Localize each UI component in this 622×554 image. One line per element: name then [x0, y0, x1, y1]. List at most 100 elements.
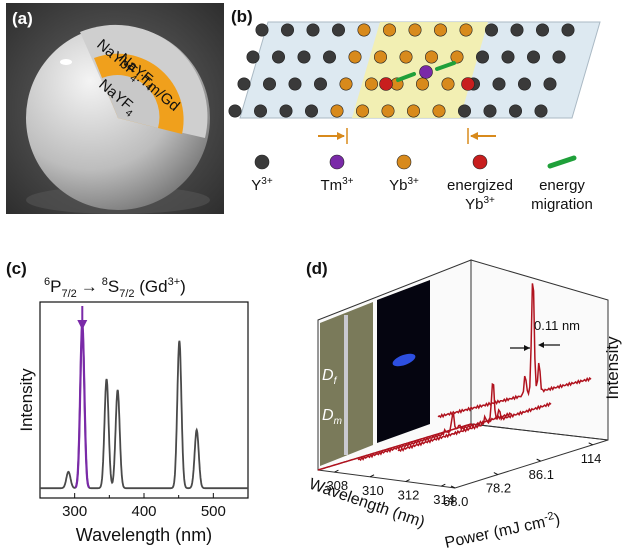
panel-c-label: (c) [6, 259, 27, 278]
lattice-ion [526, 50, 540, 64]
legend-label: energy [539, 177, 585, 194]
wavelength-tick [369, 474, 375, 478]
wavelength-tick-label: 312 [398, 488, 420, 503]
lattice-ion [433, 23, 447, 37]
lattice-ion [432, 104, 446, 118]
lattice-ion [534, 104, 548, 118]
x-tick-label: 500 [201, 503, 226, 520]
term-8: 8 [102, 276, 108, 288]
term-P-sub: 7/2 [61, 288, 76, 300]
lattice-ion [457, 104, 471, 118]
lattice-ion [484, 23, 498, 37]
lattice-ion [382, 23, 396, 37]
power-tick-label: 68.0 [443, 494, 468, 509]
term-S: S [108, 277, 119, 296]
power-tick-label: 78.2 [486, 481, 511, 496]
energized-yb-ion [461, 77, 475, 91]
panel-c: (c) 6P7/2 → 8S7/2 (Gd3+) 300 400 500 Intensi… [6, 259, 249, 545]
inset-images: Df Dm [320, 280, 430, 466]
panel-a-label: (a) [12, 9, 33, 28]
power-tick [588, 442, 593, 446]
power-axis-text: Power (mJ cm [443, 514, 547, 552]
energized-yb-ion [379, 77, 393, 91]
inner-core-cut [102, 75, 160, 128]
power-tick-label: 86.1 [529, 467, 554, 482]
power-tick-label: 114 [581, 451, 602, 466]
dm-label: Dm [322, 407, 342, 427]
spectrum-line [40, 324, 248, 490]
lattice-ion [357, 23, 371, 37]
dm-letter: D [322, 407, 334, 424]
lattice-ion [255, 23, 269, 37]
legend-label-sup: 3+ [342, 176, 354, 187]
panel-b: (b) Y3+ Tm3+ Yb3+ energizedYb3+energymigrat… [228, 7, 601, 213]
lattice-ion [408, 23, 422, 37]
lattice-ion [508, 104, 522, 118]
spectrum-trace [437, 283, 592, 419]
lattice-ion [331, 23, 345, 37]
linewidth-arrowhead-left [524, 345, 530, 351]
lattice-ion [364, 77, 378, 91]
legend-label-text: Tm [320, 177, 342, 194]
term-gd-sup: 3+ [168, 276, 181, 288]
transition-label: 6P7/2 → 8S7/2 (Gd3+) [44, 276, 186, 300]
lattice-ion [313, 77, 327, 91]
legend-label: Tm3+ [320, 176, 353, 194]
power-tick [493, 472, 499, 476]
lattice-ion [543, 77, 557, 91]
middle-shell-sub: 4 [127, 73, 139, 85]
lattice-ion [348, 50, 362, 64]
term-gd: (Gd [135, 277, 168, 296]
lattice-ion [381, 104, 395, 118]
plot-c-frame [39, 301, 249, 499]
panel-d-label: (d) [306, 259, 328, 278]
lattice-ion [450, 50, 464, 64]
term-6: 6 [44, 276, 50, 288]
lattice-ion [399, 50, 413, 64]
lattice-ion [237, 77, 251, 91]
lattice-ion [246, 50, 260, 64]
legend-ion-marker [329, 154, 345, 170]
lattice-ion [535, 23, 549, 37]
legend-label: Yb3+ [389, 176, 419, 194]
panel-a: NaYF4 NaYbF4:Tm/Gd NaYF4 (a) [6, 3, 224, 214]
power-axis-sup: -2 [543, 510, 555, 524]
outer-shell-sub: 4 [143, 82, 155, 94]
lattice-ion [339, 77, 353, 91]
energy-migration-mark [396, 72, 416, 82]
wavelength-tick-label: 308 [326, 478, 348, 493]
lattice-ion [254, 104, 268, 118]
lattice-ion [459, 23, 473, 37]
spectrum-trace [397, 382, 552, 453]
lattice-ion [517, 77, 531, 91]
wavelength-tick-label: 310 [362, 483, 384, 498]
legend-label-text: energized [447, 177, 513, 194]
legend-ion-marker [254, 154, 270, 170]
sphere-highlight [60, 59, 72, 65]
legend-label-text2: Yb [465, 196, 483, 213]
lattice-ion [475, 50, 489, 64]
inner-core-sub: 4 [123, 108, 135, 120]
lattice-ion [483, 104, 497, 118]
x-axis-ticks: 300 400 500 [62, 493, 226, 520]
lattice-ion [355, 104, 369, 118]
df-label: Df [322, 367, 338, 387]
lattice-ion [415, 77, 429, 91]
lattice-ion [501, 50, 515, 64]
legend-label-sup: 3+ [483, 195, 495, 206]
transition-arrow: → [81, 277, 98, 296]
lattice-ion [279, 104, 293, 118]
wavelength-tick [334, 469, 339, 473]
wavelength-tick [405, 479, 410, 482]
lattice-ion [441, 77, 455, 91]
lattice-ion [406, 104, 420, 118]
power-axis-close: ) [553, 511, 562, 529]
power-axis-title: Power (mJ cm-2) [443, 509, 562, 552]
legend-label: energized [447, 177, 513, 194]
legend-label-text: energy [539, 177, 585, 194]
x-tick-label: 300 [62, 503, 87, 520]
lattice-ion [373, 50, 387, 64]
